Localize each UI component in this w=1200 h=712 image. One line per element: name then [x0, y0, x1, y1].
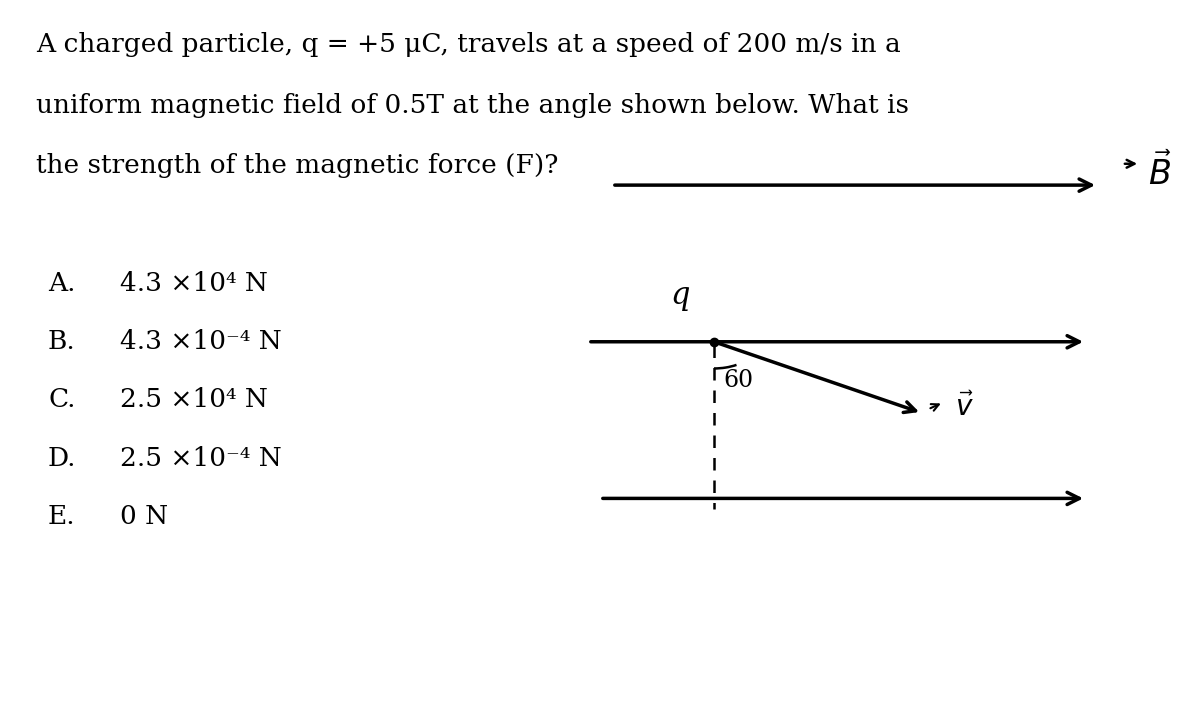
Text: D.: D. [48, 446, 77, 471]
Text: q: q [671, 280, 690, 311]
Text: E.: E. [48, 504, 76, 529]
Text: C.: C. [48, 387, 76, 412]
Text: A charged particle, q = +5 μC, travels at a speed of 200 m/s in a: A charged particle, q = +5 μC, travels a… [36, 32, 901, 57]
Text: 60: 60 [724, 370, 754, 392]
Text: $\vec{B}$: $\vec{B}$ [1148, 152, 1172, 192]
Text: uniform magnetic field of 0.5T at the angle shown below. What is: uniform magnetic field of 0.5T at the an… [36, 93, 910, 117]
Text: 4.3 ×10⁻⁴ N: 4.3 ×10⁻⁴ N [120, 329, 282, 354]
Text: $\vec{v}$: $\vec{v}$ [955, 393, 974, 422]
Text: B.: B. [48, 329, 76, 354]
Text: 4.3 ×10⁴ N: 4.3 ×10⁴ N [120, 271, 268, 295]
Text: A.: A. [48, 271, 76, 295]
Text: 2.5 ×10⁴ N: 2.5 ×10⁴ N [120, 387, 268, 412]
Text: the strength of the magnetic force (F)?: the strength of the magnetic force (F)? [36, 153, 558, 178]
Text: 2.5 ×10⁻⁴ N: 2.5 ×10⁻⁴ N [120, 446, 282, 471]
Text: 0 N: 0 N [120, 504, 168, 529]
